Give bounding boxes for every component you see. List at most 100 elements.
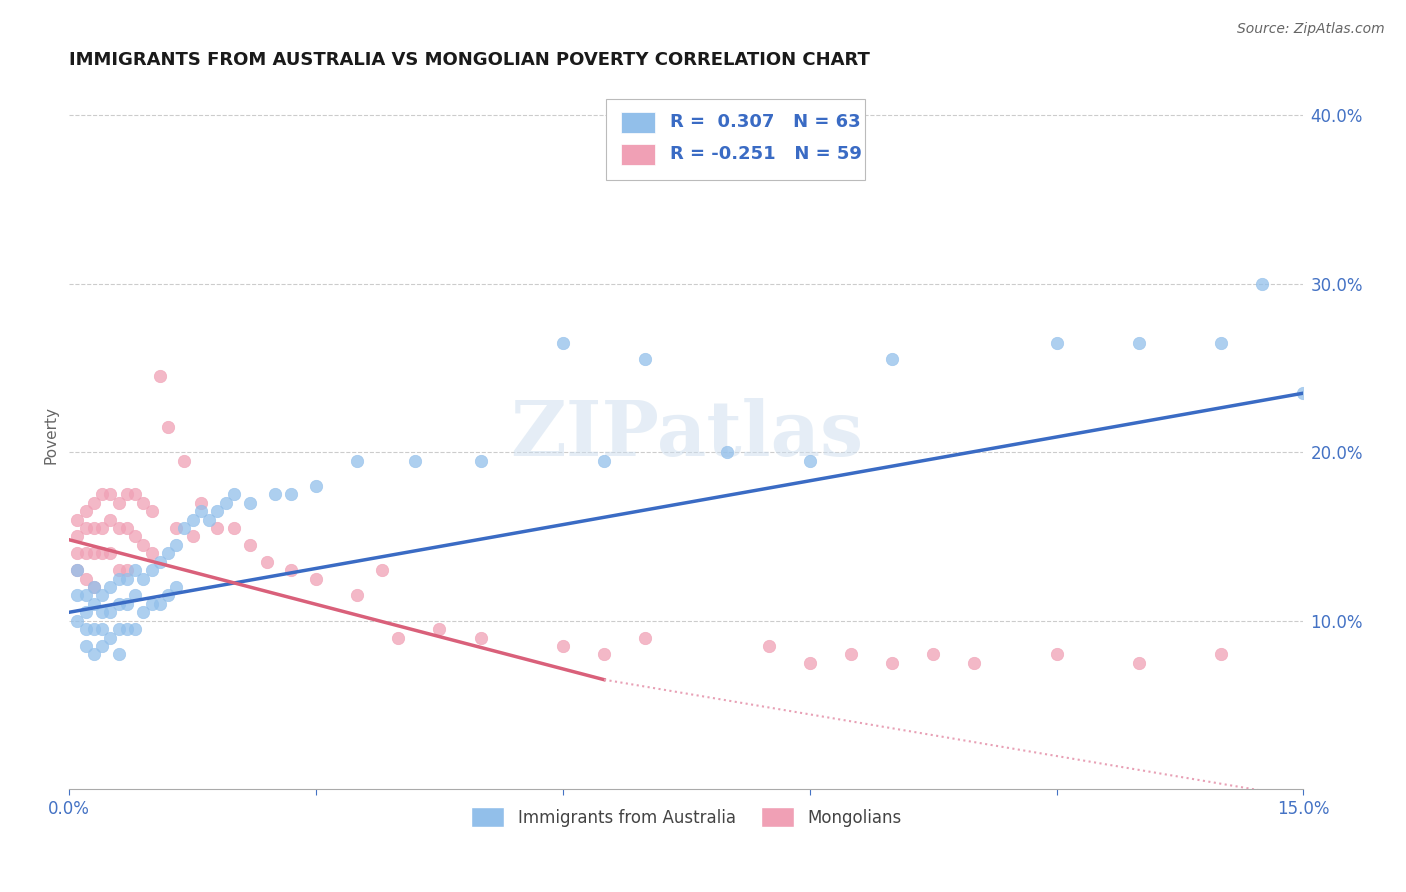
Point: [1128, 335, 1150, 350]
Point: [305, 572, 328, 586]
Point: [1211, 648, 1233, 662]
Point: [181, 512, 204, 526]
Point: [165, 521, 187, 535]
Point: [100, 605, 122, 619]
Point: [149, 555, 172, 569]
Point: [75, 588, 97, 602]
Point: [107, 563, 129, 577]
Point: [91, 605, 114, 619]
Point: [132, 496, 155, 510]
Point: [190, 496, 212, 510]
Point: [1128, 656, 1150, 670]
Point: [593, 453, 616, 467]
Point: [66, 614, 89, 628]
Point: [799, 453, 821, 467]
Point: [190, 504, 212, 518]
Point: [75, 504, 97, 518]
Point: [207, 504, 229, 518]
Point: [239, 538, 262, 552]
Point: [1045, 335, 1067, 350]
Point: [115, 563, 138, 577]
Point: [963, 656, 986, 670]
Point: [124, 487, 146, 501]
Point: [107, 496, 129, 510]
Point: [107, 648, 129, 662]
Point: [132, 538, 155, 552]
Point: [66, 588, 89, 602]
Point: [83, 597, 105, 611]
Point: [83, 546, 105, 560]
Point: [470, 453, 492, 467]
Point: [214, 496, 236, 510]
Point: [880, 352, 903, 367]
Point: [83, 521, 105, 535]
Point: [346, 453, 368, 467]
Point: [149, 597, 172, 611]
Text: R = -0.251   N = 59: R = -0.251 N = 59: [671, 145, 862, 163]
Point: [305, 479, 328, 493]
Point: [716, 445, 738, 459]
Point: [141, 563, 163, 577]
Point: [141, 597, 163, 611]
Point: [280, 563, 302, 577]
Point: [198, 512, 221, 526]
FancyBboxPatch shape: [606, 99, 865, 180]
Point: [165, 580, 187, 594]
Text: ZIPatlas: ZIPatlas: [510, 399, 863, 472]
Point: [470, 631, 492, 645]
Bar: [621, 112, 655, 133]
Point: [156, 546, 179, 560]
Point: [429, 622, 451, 636]
Point: [173, 521, 195, 535]
Point: [551, 335, 574, 350]
Point: [91, 487, 114, 501]
Point: [387, 631, 409, 645]
Point: [66, 546, 89, 560]
Point: [839, 648, 862, 662]
Point: [173, 453, 195, 467]
Point: [222, 487, 245, 501]
Point: [75, 546, 97, 560]
Point: [91, 639, 114, 653]
Point: [264, 487, 287, 501]
Y-axis label: Poverty: Poverty: [44, 406, 58, 464]
Point: [107, 521, 129, 535]
Point: [124, 588, 146, 602]
Point: [115, 597, 138, 611]
Point: [83, 580, 105, 594]
Text: IMMIGRANTS FROM AUSTRALIA VS MONGOLIAN POVERTY CORRELATION CHART: IMMIGRANTS FROM AUSTRALIA VS MONGOLIAN P…: [69, 51, 870, 69]
Point: [75, 521, 97, 535]
Point: [75, 639, 97, 653]
Point: [100, 580, 122, 594]
Point: [66, 563, 89, 577]
Point: [593, 648, 616, 662]
Point: [107, 622, 129, 636]
Text: R =  0.307   N = 63: R = 0.307 N = 63: [671, 113, 860, 131]
Point: [141, 546, 163, 560]
Point: [346, 588, 368, 602]
Point: [239, 496, 262, 510]
Point: [1211, 335, 1233, 350]
Point: [107, 572, 129, 586]
Point: [75, 605, 97, 619]
Point: [124, 529, 146, 543]
Point: [75, 572, 97, 586]
Point: [66, 512, 89, 526]
Point: [100, 546, 122, 560]
Point: [75, 622, 97, 636]
Point: [156, 588, 179, 602]
Point: [634, 631, 657, 645]
Point: [124, 622, 146, 636]
Point: [880, 656, 903, 670]
Point: [91, 546, 114, 560]
Legend: Immigrants from Australia, Mongolians: Immigrants from Australia, Mongolians: [464, 800, 908, 834]
Point: [115, 487, 138, 501]
Point: [1292, 386, 1315, 401]
Point: [222, 521, 245, 535]
Point: [66, 563, 89, 577]
Point: [758, 639, 780, 653]
Point: [181, 529, 204, 543]
Point: [83, 622, 105, 636]
Point: [115, 622, 138, 636]
Point: [207, 521, 229, 535]
